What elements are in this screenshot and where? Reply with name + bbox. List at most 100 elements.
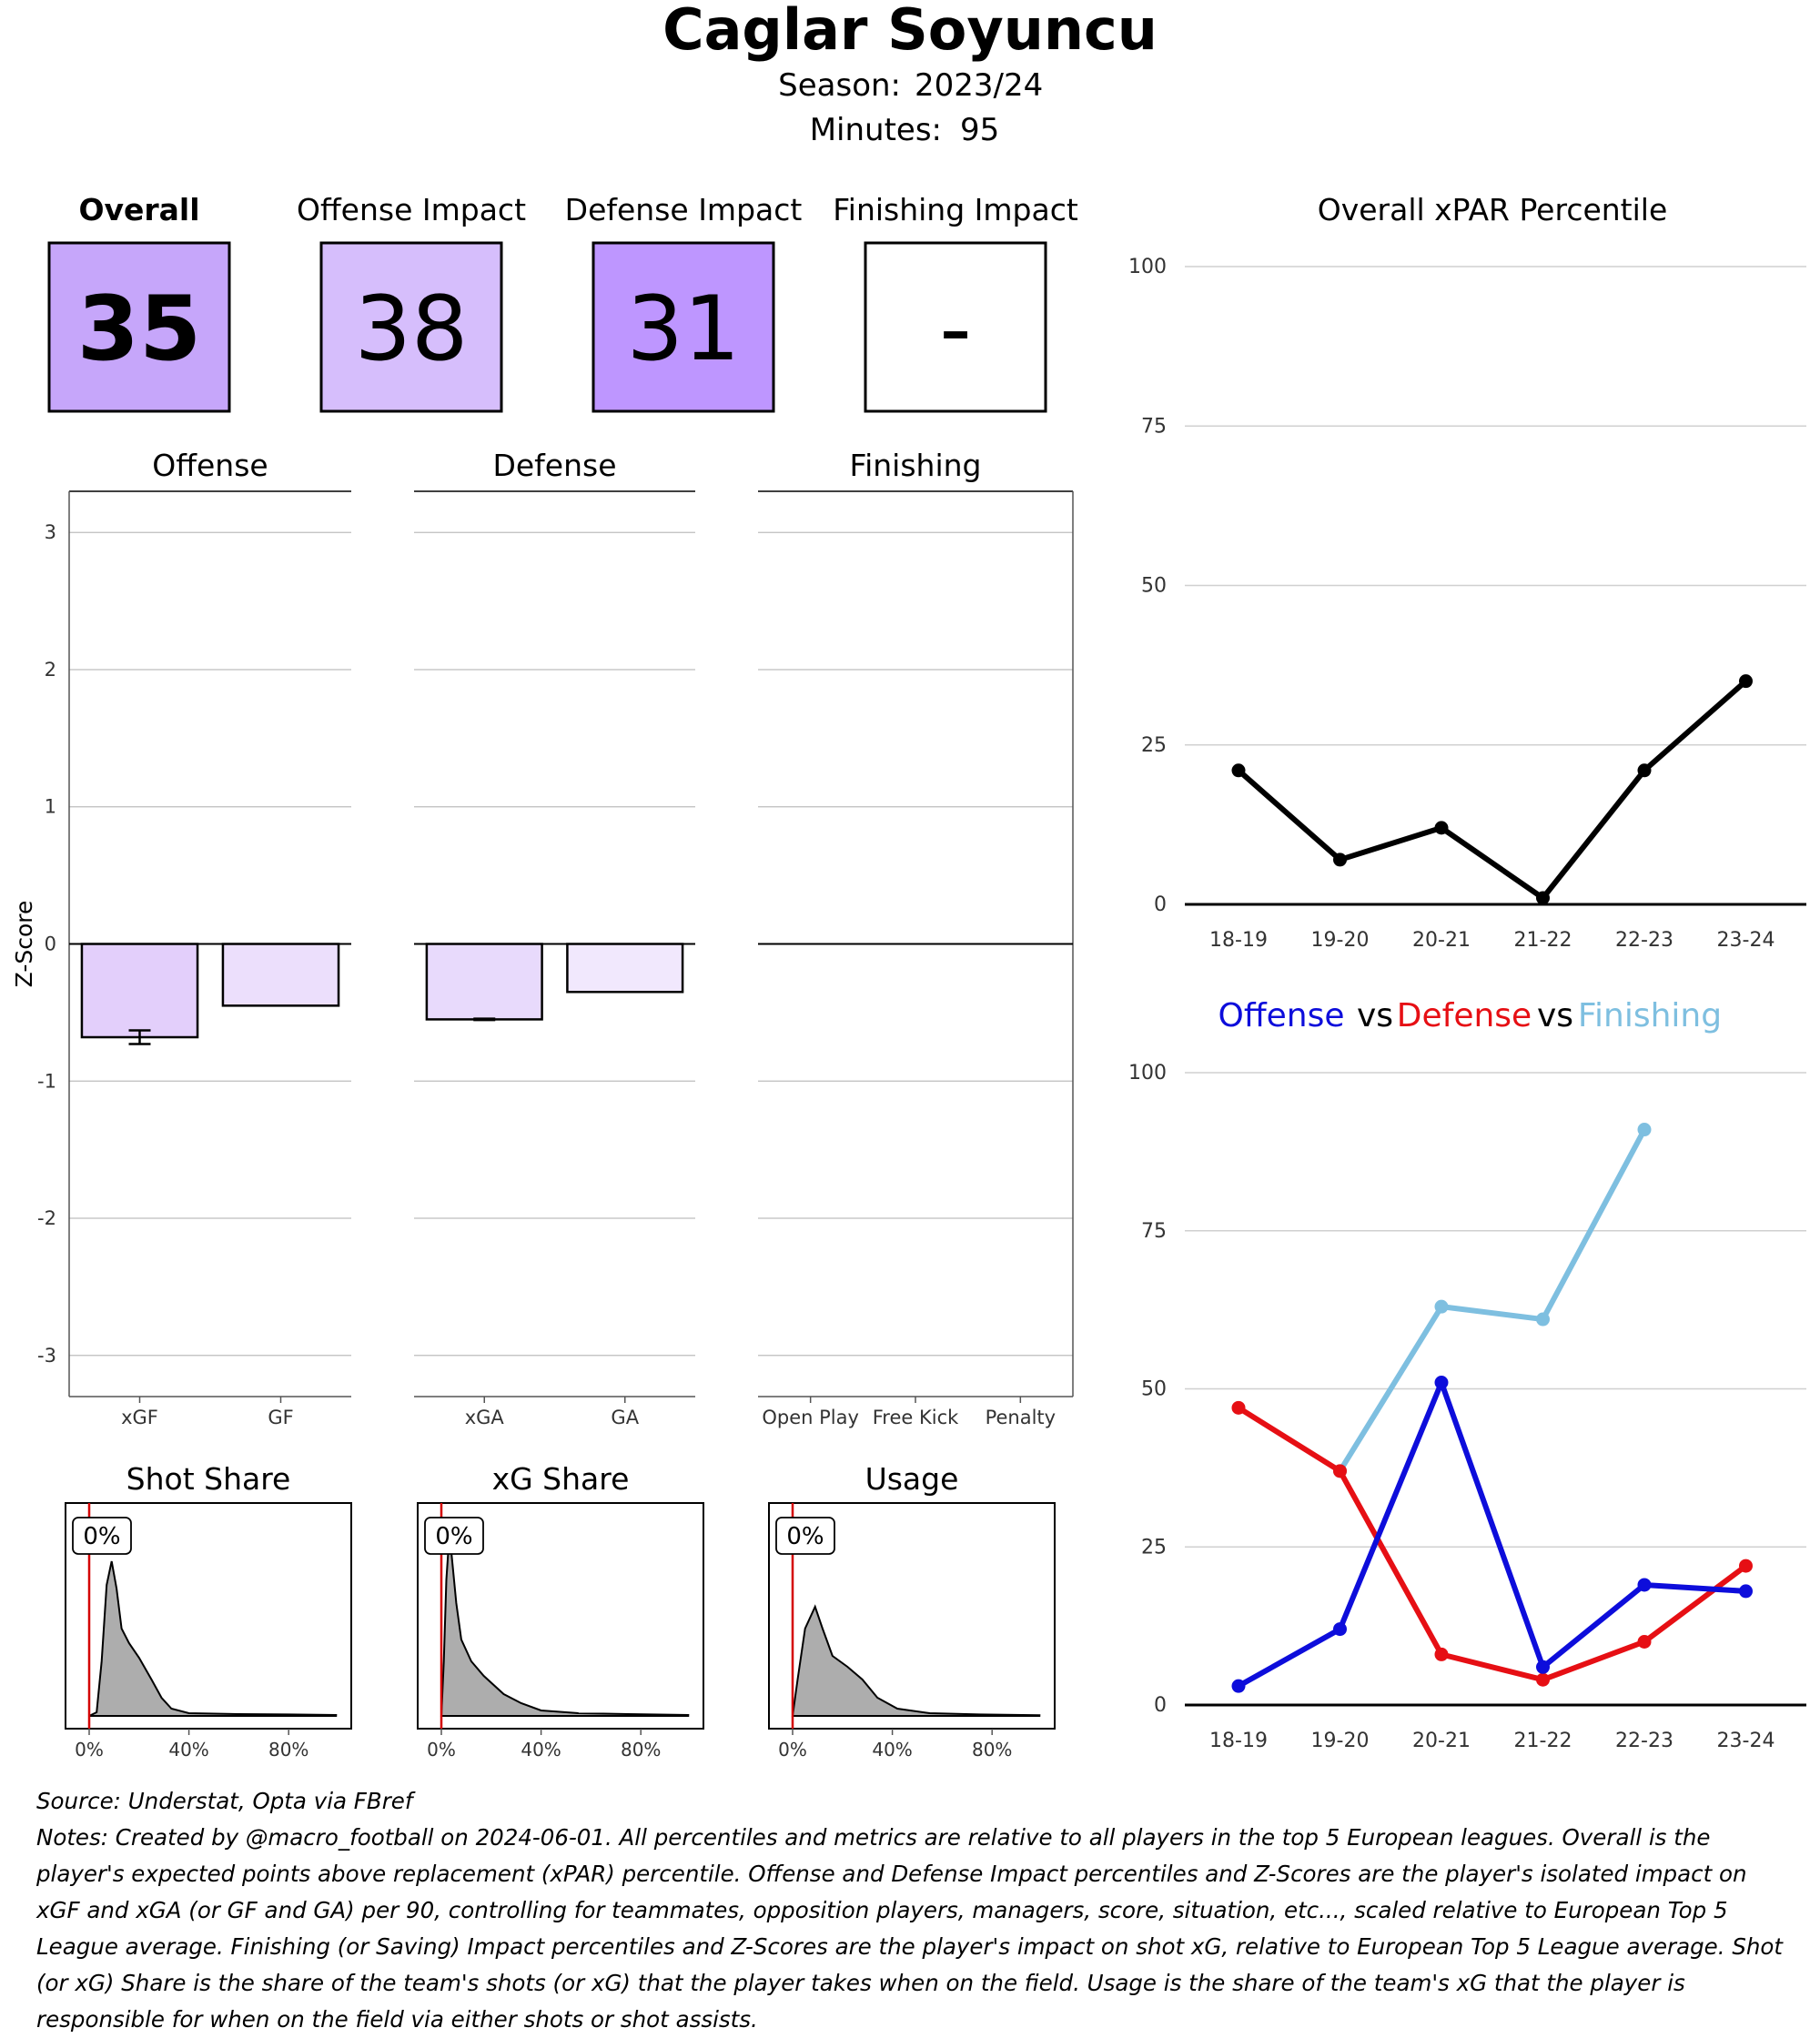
tile-title: Defense Impact bbox=[565, 192, 803, 227]
zscore-axis-label: Z-Score bbox=[11, 901, 37, 988]
y-tick-label: 100 bbox=[1128, 1062, 1167, 1085]
data-point-defense bbox=[1333, 1464, 1347, 1478]
y-tick-label: 50 bbox=[1141, 575, 1167, 598]
tile-title: Finishing Impact bbox=[833, 192, 1078, 227]
legend-separator: vs bbox=[1537, 997, 1573, 1034]
season-label: 18-19 bbox=[1209, 929, 1268, 952]
tile-title: Offense Impact bbox=[297, 192, 526, 227]
y-tick-label: 75 bbox=[1141, 415, 1167, 438]
zscore-category-label: Open Play bbox=[762, 1407, 859, 1428]
share-tick-label: 80% bbox=[268, 1739, 308, 1761]
legend-finishing: Finishing bbox=[1578, 997, 1722, 1034]
data-point-overall bbox=[1637, 763, 1652, 778]
data-point-defense bbox=[1637, 1635, 1652, 1649]
season-label: 23-24 bbox=[1717, 1730, 1775, 1752]
zscore-tick-label: -1 bbox=[37, 1070, 56, 1092]
data-point-overall bbox=[1231, 763, 1246, 778]
zscore-tick-label: 1 bbox=[45, 796, 56, 818]
y-tick-label: 25 bbox=[1141, 1536, 1167, 1559]
value-label: 0% bbox=[83, 1523, 120, 1550]
notes-text: Notes: Created by @macro_football on 202… bbox=[36, 1824, 1783, 2033]
season-label: 23-24 bbox=[1717, 929, 1775, 952]
season-label: 19-20 bbox=[1311, 929, 1370, 952]
value-label: 0% bbox=[786, 1523, 824, 1550]
data-point-overall bbox=[1333, 853, 1347, 867]
share-panel-title: xG Share bbox=[492, 1461, 630, 1497]
data-point-defense bbox=[1739, 1559, 1753, 1573]
season-label: 18-19 bbox=[1209, 1730, 1268, 1752]
data-point-overall bbox=[1434, 821, 1449, 835]
tile-value: - bbox=[939, 277, 971, 381]
tile-box bbox=[592, 241, 775, 413]
zscore-bar-xga bbox=[425, 943, 543, 1021]
legend-defense: Defense bbox=[1397, 997, 1532, 1034]
share-panel-title: Shot Share bbox=[126, 1461, 291, 1497]
share-tick-label: 40% bbox=[168, 1739, 208, 1761]
zscore-bar-xgf bbox=[80, 943, 199, 1039]
season-label: 21-22 bbox=[1514, 1730, 1572, 1752]
y-tick-label: 0 bbox=[1154, 1694, 1167, 1717]
tile-box bbox=[319, 241, 503, 413]
zscore-category-label: GF bbox=[268, 1407, 293, 1428]
legend-offense: Offense bbox=[1218, 997, 1344, 1034]
zscore-panels: Z-Score 3 2 1 0 -1 -2 -3 Offense xGF GF Defense xGA G… bbox=[11, 448, 1074, 1428]
density-area bbox=[88, 1560, 338, 1717]
data-point-offense bbox=[1231, 1679, 1246, 1693]
data-point-offense bbox=[1739, 1584, 1753, 1599]
zscore-panel-title: Finishing bbox=[850, 448, 982, 483]
zscore-category-label: xGF bbox=[121, 1407, 158, 1428]
season-label: 20-21 bbox=[1412, 1730, 1471, 1752]
series-line-offense bbox=[1236, 1379, 1749, 1690]
season-label: 22-23 bbox=[1615, 929, 1673, 952]
data-point-offense bbox=[1536, 1660, 1550, 1674]
season-value: 2023/24 bbox=[915, 67, 1043, 104]
season-label: 22-23 bbox=[1615, 1730, 1673, 1752]
zscore-category-label: Free Kick bbox=[873, 1407, 959, 1428]
player-name: Caglar Soyuncu bbox=[662, 0, 1158, 63]
share-panel-title: Usage bbox=[865, 1461, 959, 1497]
value-label: 0% bbox=[435, 1523, 472, 1550]
value-label-box bbox=[72, 1517, 132, 1555]
y-tick-label: 50 bbox=[1141, 1378, 1167, 1401]
tile-title: Overall bbox=[78, 192, 199, 227]
data-point-offense bbox=[1434, 1376, 1449, 1390]
zscore-category-label: xGA bbox=[465, 1407, 505, 1428]
percentile-tiles: Overall 35 Offense Impact 38 Defense Impact 3… bbox=[47, 192, 1078, 413]
y-tick-label: 0 bbox=[1154, 893, 1167, 916]
share-tick-label: 80% bbox=[972, 1739, 1012, 1761]
series-line-overall bbox=[1236, 678, 1749, 901]
data-point-finishing bbox=[1637, 1123, 1652, 1137]
share-tick-label: 0% bbox=[75, 1739, 104, 1761]
data-point-finishing bbox=[1434, 1299, 1449, 1314]
zscore-tick-label: -2 bbox=[37, 1207, 56, 1229]
series-line-finishing bbox=[1337, 1126, 1647, 1474]
density-area bbox=[440, 1542, 690, 1717]
zscore-category-label: Penalty bbox=[986, 1407, 1057, 1428]
data-point-defense bbox=[1434, 1647, 1449, 1661]
offense-defense-finishing-chart: Offense vs Defense vs Finishing025507510018-… bbox=[1128, 997, 1806, 1752]
minutes-value: 95 bbox=[960, 112, 999, 148]
y-tick-label: 25 bbox=[1141, 734, 1167, 757]
zscore-category-label: GA bbox=[611, 1407, 639, 1428]
series-line-defense bbox=[1236, 1405, 1749, 1683]
footer-notes: Source: Understat, Opta via FBref Notes:… bbox=[36, 1783, 1793, 2038]
season-label: 19-20 bbox=[1311, 1730, 1370, 1752]
share-tick-label: 40% bbox=[872, 1739, 912, 1761]
share-tick-label: 0% bbox=[427, 1739, 456, 1761]
zscore-bar-gf bbox=[221, 943, 340, 1007]
share-tick-label: 40% bbox=[521, 1739, 561, 1761]
data-point-finishing bbox=[1536, 1312, 1550, 1327]
data-point-overall bbox=[1739, 674, 1753, 689]
zscore-tick-label: -3 bbox=[37, 1345, 56, 1367]
zscore-tick-label: 3 bbox=[45, 521, 56, 543]
season-label: Season: bbox=[778, 67, 901, 104]
data-point-defense bbox=[1536, 1672, 1550, 1687]
legend-separator: vs bbox=[1357, 997, 1393, 1034]
xpar-percentile-chart: Overall xPAR Percentile 0 25 50 75 100 18-19 19… bbox=[1128, 192, 1806, 952]
xpar-chart-title: Overall xPAR Percentile bbox=[1318, 192, 1668, 227]
data-point-overall bbox=[1536, 891, 1550, 905]
share-tick-label: 80% bbox=[621, 1739, 661, 1761]
zscore-bar-ga bbox=[566, 943, 684, 994]
